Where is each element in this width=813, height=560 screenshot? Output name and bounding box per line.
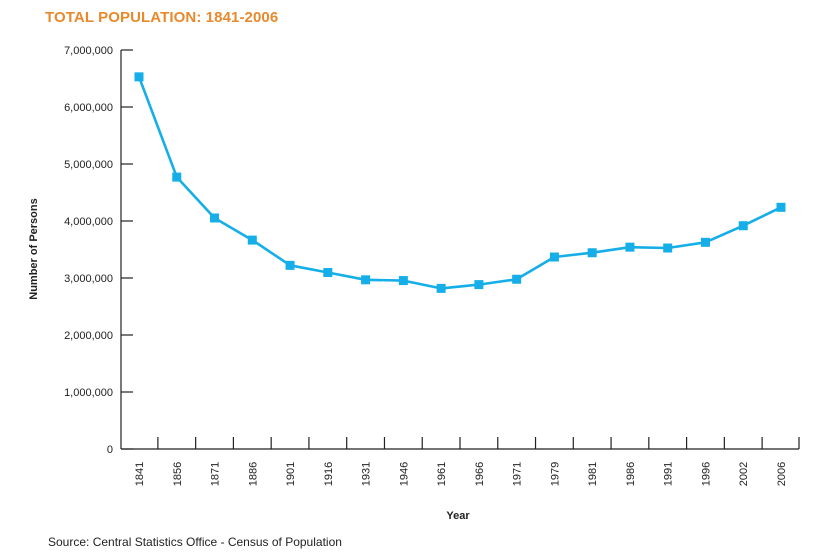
- x-tick-label: 1871: [210, 462, 222, 486]
- series-layer: [134, 72, 786, 293]
- y-tick-label: 6,000,000: [64, 102, 113, 114]
- data-point: [210, 213, 220, 223]
- chart-title: TOTAL POPULATION: 1841-2006: [45, 9, 279, 26]
- data-point: [549, 252, 559, 262]
- y-tick-label: 5,000,000: [64, 159, 113, 171]
- x-tick-label: 1901: [285, 462, 297, 486]
- x-tick-label: 1841: [134, 462, 146, 486]
- series-line: [137, 76, 782, 290]
- x-tick-label: 2006: [776, 462, 788, 486]
- data-point: [587, 248, 597, 258]
- data-point: [172, 172, 182, 182]
- source-note: Source: Central Statistics Office - Cens…: [48, 535, 342, 549]
- x-tick-label: 1856: [172, 462, 184, 486]
- data-point: [700, 237, 710, 247]
- y-tick-label: 0: [107, 444, 113, 456]
- x-tick-label: 1961: [436, 462, 448, 486]
- x-tick-label: 1979: [549, 462, 561, 486]
- data-point: [398, 276, 408, 286]
- y-tick-label: 2,000,000: [64, 330, 113, 342]
- data-point: [285, 260, 295, 270]
- data-point: [512, 274, 522, 284]
- data-point: [776, 202, 786, 212]
- y-tick-label: 4,000,000: [64, 216, 113, 228]
- y-tick-label: 3,000,000: [64, 273, 113, 285]
- x-tick-label: 1986: [625, 462, 637, 486]
- x-tick-label: 1981: [587, 462, 599, 486]
- data-point: [247, 235, 257, 245]
- x-tick-label: 1946: [398, 462, 410, 486]
- y-tick-label: 1,000,000: [64, 387, 113, 399]
- x-tick-label: 2002: [738, 462, 750, 486]
- x-tick-label: 1886: [247, 462, 259, 486]
- data-point: [134, 72, 144, 82]
- x-tick-label: 1966: [474, 462, 486, 486]
- population-line-chart: 0 1,000,000 2,000,000 3,000,000 4,000,000 5,0…: [28, 45, 800, 522]
- data-point: [474, 280, 484, 290]
- x-tick-label: 1991: [663, 462, 675, 486]
- data-point: [738, 221, 748, 231]
- x-tick-label: 1996: [700, 462, 712, 486]
- x-tick-label: 1931: [361, 462, 373, 486]
- y-axis-title: Number of Persons: [28, 198, 40, 299]
- data-point: [361, 275, 371, 285]
- data-point: [436, 283, 446, 293]
- x-axis: 1841 1856 1871 1886 1901 1916 1931 1946 1961 1966…: [121, 437, 800, 486]
- y-tick-label: 7,000,000: [64, 45, 113, 57]
- data-point: [663, 243, 673, 253]
- y-axis: 0 1,000,000 2,000,000 3,000,000 4,000,000 5,0…: [64, 45, 133, 456]
- x-tick-label: 1971: [512, 462, 524, 486]
- data-point: [323, 268, 333, 278]
- data-point: [625, 242, 635, 252]
- x-tick-label: 1916: [323, 462, 335, 486]
- x-axis-title: Year: [446, 510, 470, 522]
